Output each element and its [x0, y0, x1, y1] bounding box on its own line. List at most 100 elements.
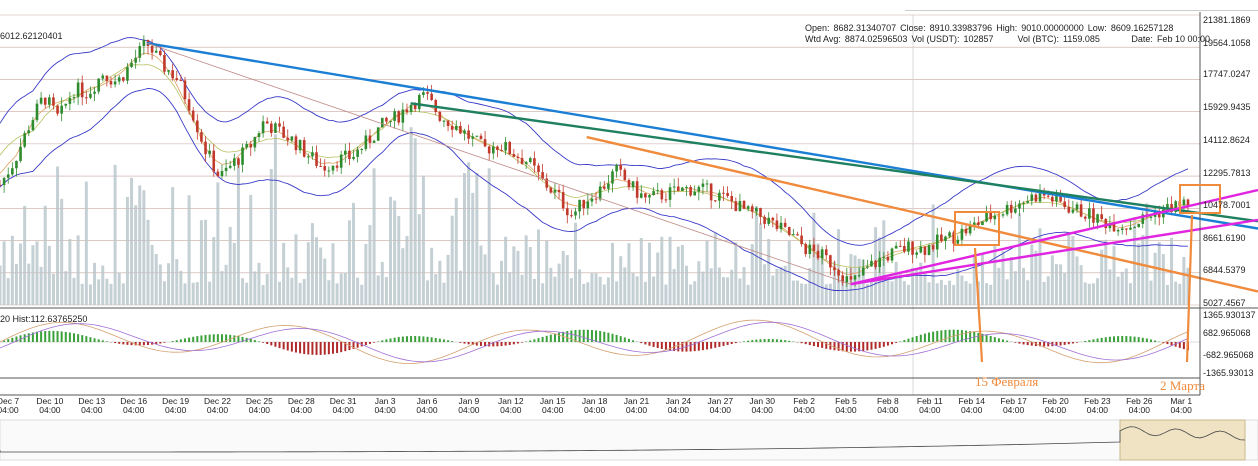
macd-hist-bar — [348, 342, 351, 351]
candle-body — [841, 275, 844, 283]
volume-bar — [216, 182, 220, 305]
volume-bar — [39, 266, 43, 305]
volume-bar — [894, 261, 898, 305]
volume-bar — [1054, 264, 1058, 305]
candle-body — [935, 234, 939, 250]
candle-body — [220, 171, 224, 177]
macd-hist-bar — [693, 342, 696, 352]
macd-hist-bar — [1096, 338, 1099, 342]
volume-bar — [6, 278, 10, 305]
macd-hist-bar — [35, 331, 38, 342]
macd-hist-bar — [496, 342, 499, 347]
candle-body — [750, 206, 754, 212]
volume-bar — [902, 281, 906, 305]
candle-body — [72, 97, 76, 99]
volume-bar — [393, 200, 397, 305]
candle-body — [228, 165, 232, 168]
candle-body — [623, 169, 627, 180]
candle-body — [804, 244, 808, 255]
navigator[interactable] — [0, 419, 1258, 461]
candle-body — [541, 172, 544, 179]
macd-tick: -682.965068 — [1203, 350, 1254, 360]
time-tick: Jan 12 04:00 — [498, 396, 524, 415]
volume-bar — [294, 234, 298, 305]
volume-bar — [1030, 244, 1034, 305]
macd-hist-bar — [862, 342, 865, 351]
volume-bar — [1149, 280, 1153, 305]
candle-body — [15, 160, 18, 169]
volume-bar — [47, 245, 51, 305]
macd-hist-bar — [319, 342, 322, 355]
candle-body — [742, 200, 746, 209]
volume-bar — [195, 282, 199, 305]
volume-bar — [1022, 267, 1026, 305]
volume-bar — [594, 273, 598, 305]
volume-bar — [97, 279, 101, 305]
macd-hist-bar — [467, 342, 470, 345]
volume-bar — [158, 264, 162, 305]
macd-hist-bar — [60, 331, 63, 342]
time-tick: Feb 20 04:00 — [1042, 396, 1069, 415]
volume-bar — [352, 202, 356, 305]
volume-bar — [684, 265, 688, 305]
macd-hist-bar — [233, 335, 236, 342]
macd-hist-bar — [607, 332, 610, 342]
candle-body — [265, 121, 269, 124]
volume-bar — [964, 281, 968, 305]
candle-body — [676, 186, 680, 191]
volume-bar — [1079, 265, 1083, 305]
macd-hist-bar — [344, 342, 347, 352]
volume-bar — [972, 254, 976, 305]
candle-body — [911, 241, 914, 255]
volume-bar — [302, 278, 306, 305]
volume-bar — [824, 284, 828, 305]
macd-hist-bar — [393, 337, 396, 342]
volume-bar — [1153, 252, 1157, 305]
candle-body — [685, 186, 688, 188]
candle-body — [401, 109, 405, 123]
volume-bar — [754, 205, 758, 305]
macd-hist-bar — [1125, 336, 1128, 342]
volume-bar — [191, 282, 195, 305]
macd-hist-bar — [138, 342, 141, 346]
candle-body — [709, 183, 713, 201]
candle-body — [1026, 200, 1029, 203]
macd-hist-bar — [928, 332, 931, 342]
candle-body — [282, 126, 285, 138]
candle-body — [1014, 208, 1017, 213]
arrow-feb — [973, 247, 984, 363]
macd-hist-bar — [171, 341, 174, 342]
volume-bar — [779, 267, 783, 305]
volume-bar — [171, 187, 175, 305]
volume-bar — [931, 204, 935, 305]
thin-diagonal — [146, 42, 851, 285]
volume-bar — [935, 283, 939, 305]
macd-hist-bar — [262, 342, 265, 343]
macd-hist-bar — [1137, 337, 1140, 342]
volume-bar — [717, 267, 721, 305]
volume-bar — [923, 271, 927, 305]
candle-body — [985, 212, 988, 222]
volume-bar — [138, 185, 142, 305]
candlesticks — [0, 35, 1190, 287]
candle-body — [989, 212, 992, 220]
volume-bar — [162, 281, 166, 305]
volume-bar — [64, 271, 68, 305]
volume-bar — [656, 252, 660, 305]
volume-bar — [401, 248, 405, 305]
macd-hist-bar — [545, 335, 548, 342]
volume-bar — [993, 244, 997, 305]
volume-bar — [286, 267, 290, 305]
macd-hist-bar — [492, 342, 495, 347]
candle-body — [1100, 214, 1103, 220]
volume-bar — [680, 244, 684, 305]
candle-body — [376, 127, 380, 141]
macd-hist-bar — [307, 342, 310, 355]
macd-hist-bar — [303, 342, 306, 354]
candle-body — [60, 105, 63, 114]
volume-bar — [179, 270, 183, 305]
volume-bar — [454, 197, 458, 305]
candle-body — [1038, 191, 1042, 202]
macd-hist-bar — [1145, 338, 1148, 342]
